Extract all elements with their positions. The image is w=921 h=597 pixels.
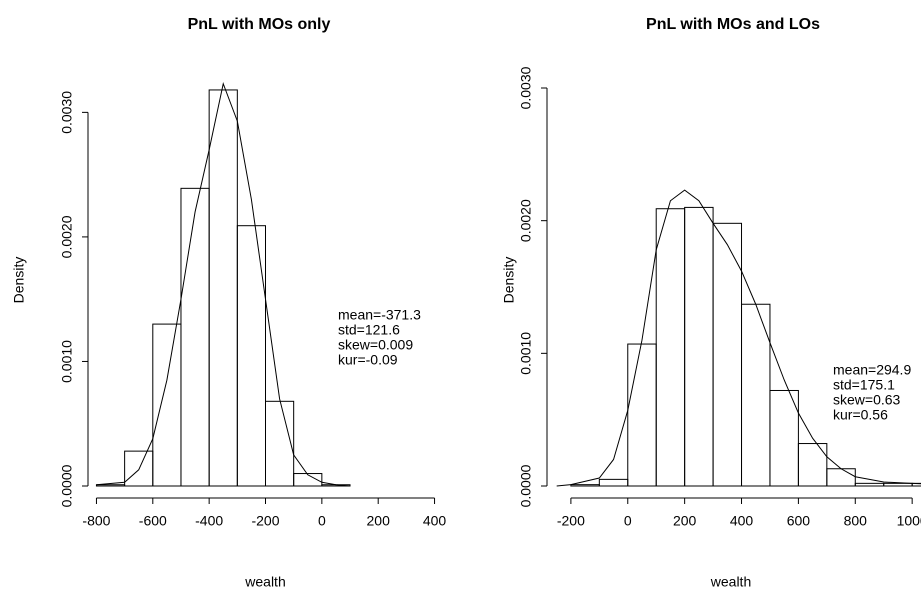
x-tick-label: 800 xyxy=(844,513,868,529)
x-tick-label: -200 xyxy=(251,513,279,529)
y-tick-label: 0.0000 xyxy=(59,464,75,507)
histogram-bar xyxy=(293,473,323,487)
x-tick-label: 400 xyxy=(730,513,754,529)
x-tick-label: 600 xyxy=(787,513,811,529)
histogram-bar xyxy=(180,187,210,487)
y-tick-label: 0.0030 xyxy=(59,91,75,134)
chart-title: PnL with MOs only xyxy=(188,16,331,33)
histogram-bar xyxy=(684,206,714,487)
plot-area xyxy=(95,81,351,487)
x-tick-label: -800 xyxy=(82,513,110,529)
histogram-bar xyxy=(152,323,182,487)
histogram-bar xyxy=(826,468,856,487)
stat-annotation: skew=0.63 xyxy=(833,392,901,408)
histogram-bar xyxy=(911,482,921,487)
y-tick-label: 0.0030 xyxy=(518,66,534,109)
histogram-bar xyxy=(655,208,686,487)
plot-area xyxy=(556,189,921,487)
x-tick-label: 0 xyxy=(318,513,326,529)
x-tick-label: 400 xyxy=(423,513,447,529)
stat-annotation: skew=0.009 xyxy=(338,337,413,353)
histogram-bar xyxy=(570,484,600,487)
y-tick-label: 0.0020 xyxy=(59,215,75,258)
y-tick-label: 0.0020 xyxy=(518,199,534,242)
histogram-bar xyxy=(598,478,629,487)
histogram-bar xyxy=(797,443,828,487)
x-tick-label: 0 xyxy=(624,513,632,529)
histogram-bar xyxy=(627,343,657,487)
histogram-bar xyxy=(95,484,126,487)
histogram-bar xyxy=(769,389,799,487)
chart-title: PnL with MOs and LOs xyxy=(646,16,820,33)
x-tick-label: -400 xyxy=(195,513,223,529)
histogram-bar xyxy=(236,225,266,487)
y-tick-label: 0.0000 xyxy=(518,464,534,507)
y-axis-label: Density xyxy=(11,257,27,304)
stat-annotation: std=121.6 xyxy=(338,322,400,338)
x-axis-label: wealth xyxy=(244,574,285,590)
x-tick-label: -200 xyxy=(557,513,585,529)
y-axis-label: Density xyxy=(501,257,517,304)
stat-annotation: kur=0.56 xyxy=(833,407,888,423)
x-tick-label: 200 xyxy=(367,513,391,529)
histogram-bar xyxy=(208,89,238,487)
x-tick-label: 200 xyxy=(673,513,697,529)
x-axis-label: wealth xyxy=(710,574,751,590)
stat-annotation: std=175.1 xyxy=(833,377,895,393)
histogram-bar xyxy=(265,400,295,487)
stat-annotation: mean=294.9 xyxy=(833,362,911,378)
density-curve xyxy=(96,81,351,487)
histogram-bar xyxy=(883,482,913,487)
histogram-bar xyxy=(124,450,154,487)
y-tick-label: 0.0010 xyxy=(59,340,75,383)
density-curve xyxy=(556,189,921,487)
stat-annotation: mean=-371.3 xyxy=(338,307,421,323)
histogram-bar xyxy=(854,482,885,487)
y-tick-label: 0.0010 xyxy=(518,332,534,375)
stat-annotation: kur=-0.09 xyxy=(338,352,398,368)
x-tick-label: -600 xyxy=(139,513,167,529)
